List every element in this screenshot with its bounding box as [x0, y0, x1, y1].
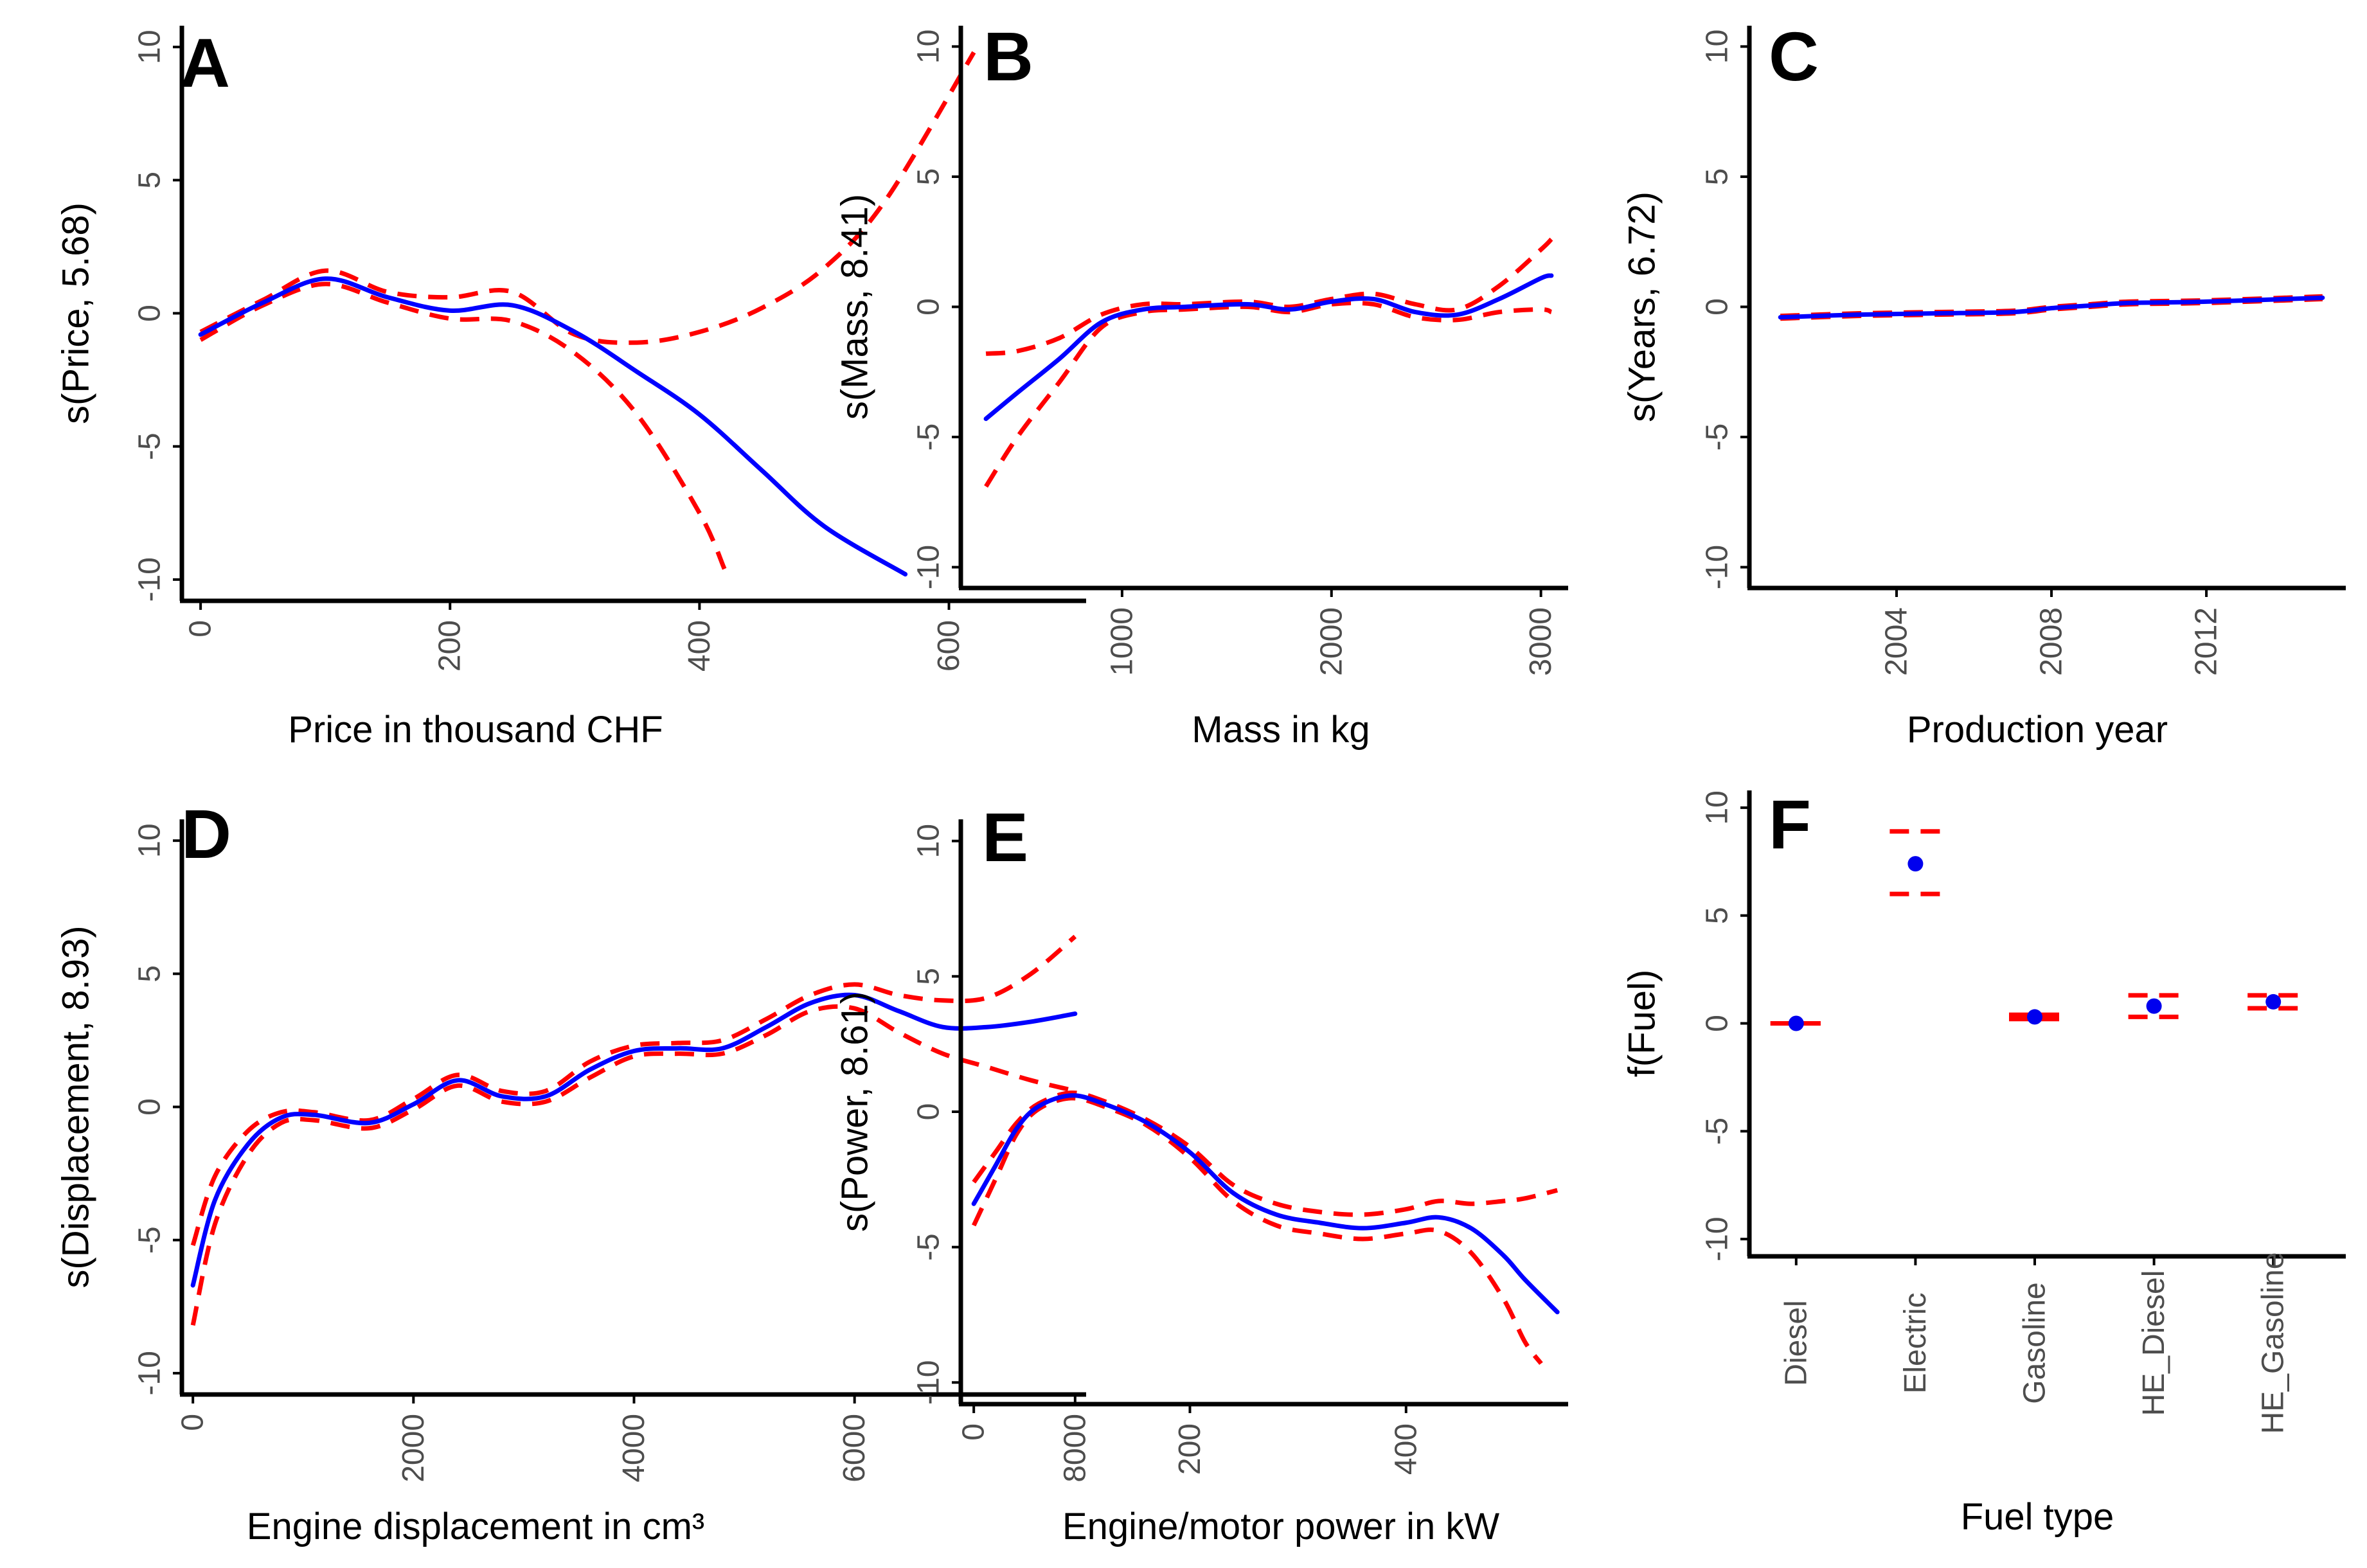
x-tick-label: Gasoline	[2018, 1282, 2052, 1403]
y-axis-label: s(Displacement, 8.93)	[55, 925, 97, 1288]
x-tick-label: 8000	[1058, 1414, 1092, 1483]
panel-f: 10 5 0 -5 -10 Diesel Electric Gasoline HE_Diesel…	[1621, 785, 2346, 1538]
ci-lower-line	[984, 300, 1553, 488]
y-tick-label: 10	[1701, 30, 1735, 64]
y-tick-label: 10	[133, 30, 167, 64]
y-axis-label: s(Price, 5.68)	[55, 202, 97, 424]
y-tick-label: 10	[133, 823, 167, 857]
y-tick-label: -10	[133, 1351, 167, 1395]
y-tick-label: -10	[1701, 545, 1735, 589]
panel-label: C	[1769, 17, 1819, 95]
y-tick-label: -5	[133, 432, 167, 460]
y-tick-label: 10	[912, 824, 946, 858]
y-tick-label: -10	[912, 545, 946, 589]
y-axis-label: s(Power, 8.61)	[834, 992, 876, 1232]
ci-lower-line	[190, 1004, 1076, 1326]
ci-upper-line	[199, 51, 976, 345]
x-tick-label: 600	[932, 620, 966, 672]
x-tick-label: 200	[1173, 1423, 1207, 1475]
fit-line	[198, 276, 908, 577]
panel-label: A	[180, 24, 230, 102]
panel-c: 10 5 0 -5 -10 2004 2008 2012 s(Years, 6.72) Produ…	[1621, 17, 2346, 751]
x-tick-label: 400	[683, 620, 717, 672]
x-tick-label: 2004	[1879, 607, 1913, 676]
y-tick-label: 0	[912, 1103, 946, 1121]
y-tick-label: -5	[912, 1233, 946, 1261]
y-tick-label: 5	[133, 172, 167, 189]
y-tick-label: -5	[1701, 423, 1735, 451]
x-tick-label: 0	[184, 620, 218, 637]
y-tick-label: -10	[133, 557, 167, 601]
y-tick-label: -10	[1701, 1216, 1735, 1261]
y-tick-label: 0	[1701, 1015, 1735, 1032]
estimate-point	[2027, 1009, 2042, 1025]
x-tick-label: 2000	[397, 1414, 431, 1483]
y-axis-label: f(Fuel)	[1621, 970, 1663, 1078]
ci-upper-line	[972, 1091, 1559, 1217]
estimate-point	[1907, 856, 1924, 872]
panel-d: 10 5 0 -5 -10 0 2000 4000 6000 8000 s(Displacement…	[55, 795, 1093, 1547]
y-tick-label: 5	[912, 168, 946, 186]
fit-line	[971, 1093, 1560, 1315]
y-tick-label: -5	[133, 1226, 167, 1254]
x-axis-label: Price in thousand CHF	[288, 709, 663, 751]
fit-line	[983, 273, 1554, 422]
x-tick-label: 2012	[2190, 607, 2224, 676]
fit-line	[1778, 295, 2325, 320]
y-tick-label: -5	[912, 423, 946, 451]
x-tick-label: 2008	[2035, 607, 2069, 676]
x-axis-label: Fuel type	[1961, 1496, 2114, 1538]
x-tick-label: 0	[957, 1423, 991, 1441]
panel-label: E	[982, 798, 1028, 876]
x-tick-label: 4000	[617, 1414, 651, 1483]
ci-upper-line	[985, 237, 1553, 356]
x-axis-label: Production year	[1907, 709, 2168, 751]
x-tick-label: 1000	[1105, 607, 1139, 676]
y-tick-label: -10	[912, 1360, 946, 1405]
x-tick-label: 200	[433, 620, 467, 672]
fit-line	[190, 992, 1078, 1288]
panel-label: D	[181, 795, 231, 873]
x-tick-label: 3000	[1524, 607, 1558, 676]
y-axis-label: s(Years, 6.72)	[1621, 192, 1663, 422]
y-tick-label: 0	[1701, 298, 1735, 316]
y-tick-label: 0	[912, 298, 946, 316]
x-tick-label: 400	[1389, 1423, 1423, 1475]
x-tick-label: Diesel	[1779, 1300, 1813, 1385]
y-tick-label: 5	[1701, 907, 1735, 924]
x-axis-label: Engine displacement in cm³	[247, 1506, 704, 1547]
y-tick-label: 0	[133, 1098, 167, 1116]
x-tick-label: 6000	[837, 1414, 871, 1483]
ci-lower-line	[199, 281, 727, 570]
x-tick-label: HE_Diesel	[2137, 1270, 2171, 1416]
estimate-point	[2265, 993, 2282, 1010]
x-tick-label: 2000	[1314, 607, 1348, 676]
panel-label: B	[983, 17, 1033, 95]
x-tick-label: 0	[176, 1414, 210, 1431]
y-tick-label: 5	[1701, 168, 1735, 186]
x-axis-label: Mass in kg	[1192, 709, 1370, 751]
x-tick-label: HE_Gasoline	[2256, 1252, 2291, 1434]
panel-a: 10 5 0 -5 -10 0 200 400 600 s(Price, 5.68) Price i…	[55, 24, 1086, 751]
panel-label: F	[1769, 785, 1811, 863]
y-axis-label: s(Mass, 8.41)	[834, 194, 876, 420]
estimate-point	[2146, 998, 2162, 1014]
panel-e: 10 5 0 -5 -10 0 200 400 s(Power, 8.61) Engine/mot…	[834, 798, 1568, 1547]
y-tick-label: 10	[912, 30, 946, 64]
y-tick-label: 5	[912, 968, 946, 985]
y-tick-label: 5	[133, 965, 167, 983]
x-tick-label: Electric	[1898, 1292, 1933, 1393]
ci-upper-line	[190, 934, 1077, 1247]
x-axis-label: Engine/motor power in kW	[1062, 1506, 1499, 1547]
ci-lower-line	[972, 1096, 1543, 1365]
y-tick-label: 10	[1701, 790, 1735, 824]
panel-b: 10 5 0 -5 -10 1000 2000 3000 s(Mass, 8.41) Mass i…	[834, 17, 1568, 751]
y-tick-label: -5	[1701, 1118, 1735, 1145]
y-tick-label: 0	[133, 305, 167, 322]
estimate-point	[1788, 1015, 1804, 1031]
